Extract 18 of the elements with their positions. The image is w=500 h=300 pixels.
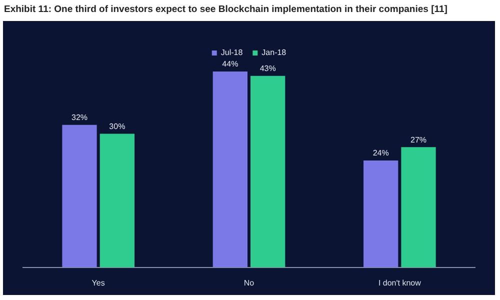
data-label: 44% — [222, 60, 238, 69]
data-label: 43% — [260, 64, 276, 74]
legend-label: Jul-18 — [220, 48, 244, 58]
legend-label: Jan-18 — [262, 48, 287, 58]
data-label: 27% — [410, 135, 427, 144]
x-tick-label: Yes — [92, 278, 105, 288]
bar — [364, 160, 398, 268]
bar — [212, 71, 248, 268]
data-label: 30% — [109, 122, 126, 132]
x-tick-label: No — [244, 278, 255, 288]
bar — [250, 76, 286, 268]
x-tick-label: I don't know — [378, 278, 422, 288]
data-label: 32% — [71, 113, 88, 122]
bar — [100, 134, 134, 268]
data-label: 24% — [372, 148, 389, 158]
chart-title: Exhibit 11: One third of investors expect to see Blockchain implementation in their companies [11] — [4, 4, 448, 15]
bar — [62, 124, 97, 268]
bar — [401, 147, 436, 268]
